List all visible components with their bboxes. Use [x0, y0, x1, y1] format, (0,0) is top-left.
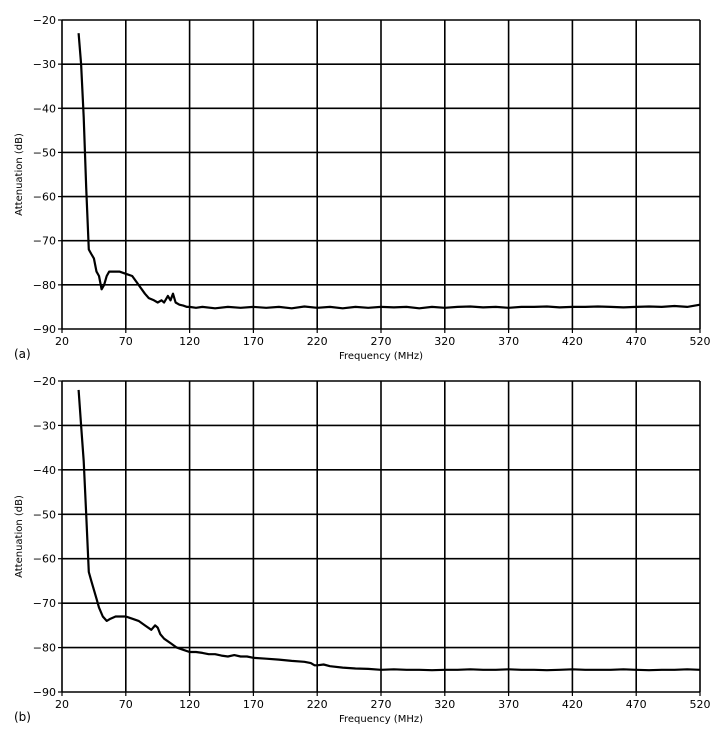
y-tick-label: −60 — [33, 553, 56, 566]
x-tick-label: 420 — [562, 698, 583, 711]
y-tick-label: −50 — [33, 146, 56, 159]
x-tick-label: 320 — [434, 335, 455, 348]
x-tick-label: 170 — [243, 698, 264, 711]
series-line — [77, 33, 701, 310]
x-tick-label: 120 — [179, 335, 200, 348]
y-axis-label: Attenuation (dB) — [14, 495, 25, 578]
x-tick-label: 370 — [498, 698, 519, 711]
x-tick-label: 520 — [690, 698, 711, 711]
x-axis-label: Frequency (MHz) — [339, 714, 423, 725]
x-tick-label: 170 — [243, 335, 264, 348]
x-tick-label: 70 — [119, 698, 133, 711]
y-tick-label: −50 — [33, 508, 56, 521]
y-tick-label: −80 — [33, 279, 56, 292]
y-tick-label: −30 — [33, 419, 56, 432]
y-tick-label: −20 — [33, 14, 56, 27]
x-tick-label: 270 — [371, 698, 392, 711]
x-tick-label: 320 — [434, 698, 455, 711]
y-tick-label: −70 — [33, 597, 56, 610]
panel-label: (a) — [14, 347, 31, 361]
y-tick-label: −40 — [33, 102, 56, 115]
x-tick-label: 120 — [179, 698, 200, 711]
x-tick-label: 20 — [55, 335, 69, 348]
y-tick-label: −90 — [33, 323, 56, 336]
y-tick-label: −40 — [33, 464, 56, 477]
y-tick-label: −80 — [33, 642, 56, 655]
x-tick-label: 470 — [626, 698, 647, 711]
chart-panel-a: 20 70 120 170 220 270 320 370 420 470 520 −20 −30 −40… — [14, 14, 711, 362]
x-tick-label: 370 — [498, 335, 519, 348]
x-tick-label: 70 — [119, 335, 133, 348]
y-tick-label: −30 — [33, 58, 56, 71]
x-tick-label: 520 — [690, 335, 711, 348]
chart-panel-b: 20 70 120 170 220 270 320 370 420 470 520 −20 −30 −40… — [14, 375, 711, 725]
x-tick-label: 220 — [307, 335, 328, 348]
x-tick-label: 220 — [307, 698, 328, 711]
y-tick-label: −90 — [33, 686, 56, 699]
panel-label: (b) — [14, 710, 31, 724]
y-tick-label: −70 — [33, 235, 56, 248]
x-tick-label: 20 — [55, 698, 69, 711]
y-tick-label: −60 — [33, 191, 56, 204]
x-tick-label: 420 — [562, 335, 583, 348]
y-tick-label: −20 — [33, 375, 56, 388]
x-axis-label: Frequency (MHz) — [339, 351, 423, 362]
series-line — [77, 389, 701, 672]
x-tick-label: 470 — [626, 335, 647, 348]
x-tick-label: 270 — [371, 335, 392, 348]
y-axis-label: Attenuation (dB) — [14, 133, 25, 216]
